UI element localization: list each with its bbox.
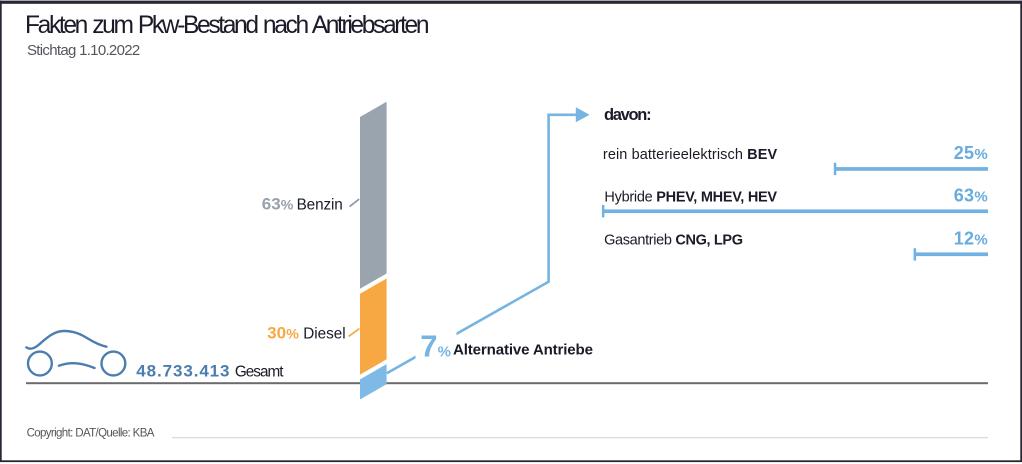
svg-text:63%: 63% bbox=[262, 194, 294, 213]
svg-text:rein batterieelektrisch BEV: rein batterieelektrisch BEV bbox=[603, 147, 778, 163]
svg-text:Diesel: Diesel bbox=[303, 325, 346, 342]
svg-text:Alternative Antriebe: Alternative Antriebe bbox=[453, 341, 593, 358]
svg-text:Copyright: DAT/Quelle: KBA: Copyright: DAT/Quelle: KBA bbox=[27, 428, 155, 440]
svg-text:Hybride PHEV, MHEV, HEV: Hybride PHEV, MHEV, HEV bbox=[604, 189, 777, 205]
svg-text:davon:: davon: bbox=[604, 106, 650, 124]
svg-text:48.733.413: 48.733.413 bbox=[136, 361, 230, 380]
svg-text:Fakten zum Pkw-Bestand nach An: Fakten zum Pkw-Bestand nach Antriebsarte… bbox=[25, 12, 429, 39]
svg-text:7: 7 bbox=[420, 328, 437, 363]
svg-text:Gasantrieb CNG, LPG: Gasantrieb CNG, LPG bbox=[604, 233, 743, 249]
svg-text:%: % bbox=[438, 343, 451, 360]
svg-text:Gesamt: Gesamt bbox=[235, 363, 284, 380]
svg-text:Stichtag 1.10.2022: Stichtag 1.10.2022 bbox=[27, 42, 140, 59]
svg-text:12%: 12% bbox=[954, 229, 988, 249]
svg-text:Benzin: Benzin bbox=[297, 196, 343, 213]
svg-text:25%: 25% bbox=[954, 143, 988, 163]
svg-text:30%: 30% bbox=[267, 323, 299, 342]
svg-text:63%: 63% bbox=[954, 185, 988, 205]
